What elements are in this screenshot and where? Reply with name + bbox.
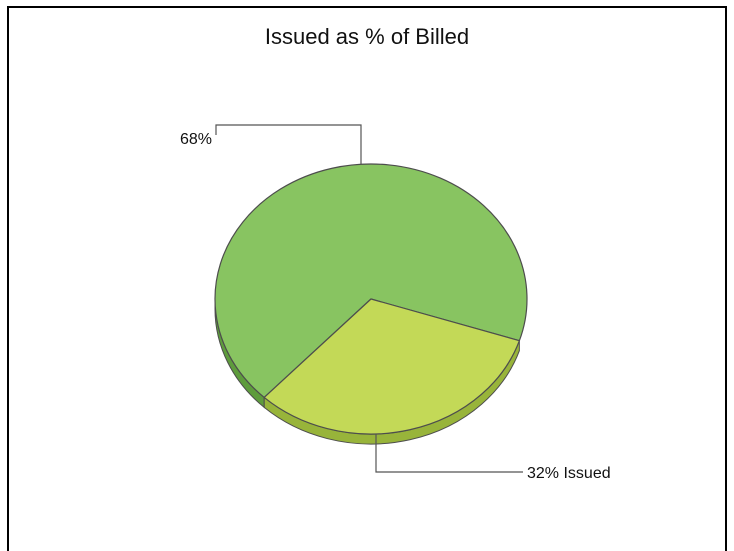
pie-layer — [214, 163, 528, 445]
data-label-issued: 32% Issued — [527, 465, 611, 482]
slice-68 — [214, 163, 528, 399]
data-label-68: 68% — [180, 131, 212, 148]
slice-issued — [263, 298, 520, 435]
label-layer: 68% 32% Issued — [180, 124, 611, 482]
leader-line-issued — [375, 434, 523, 473]
chart-title: Issued as % of Billed — [264, 24, 470, 49]
leader-line-68 — [215, 124, 362, 164]
